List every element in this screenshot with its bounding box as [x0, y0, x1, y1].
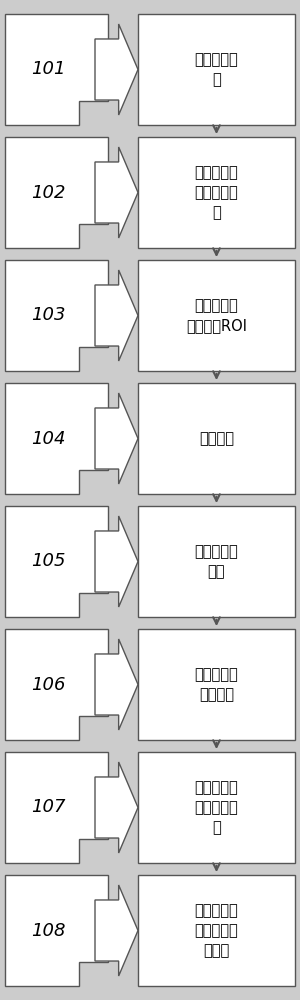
Polygon shape	[5, 629, 108, 740]
Bar	[138, 506, 295, 617]
Bar	[138, 260, 295, 371]
Text: 目标接缝边
缘的识别: 目标接缝边 缘的识别	[195, 667, 239, 702]
Text: 106: 106	[31, 676, 65, 694]
Polygon shape	[5, 137, 108, 248]
Polygon shape	[95, 516, 138, 607]
Text: 104: 104	[31, 430, 65, 448]
Text: 按标定比例
计算接缝实
际宽度: 按标定比例 计算接缝实 际宽度	[195, 903, 239, 958]
Polygon shape	[95, 270, 138, 361]
Text: 103: 103	[31, 306, 65, 324]
Bar	[138, 875, 295, 986]
Text: 108: 108	[31, 922, 65, 940]
Bar	[138, 14, 295, 125]
Polygon shape	[95, 393, 138, 484]
Text: 转化灰度图
像并选择ROI: 转化灰度图 像并选择ROI	[186, 298, 247, 333]
Bar	[138, 383, 295, 494]
Polygon shape	[5, 383, 108, 494]
Text: 101: 101	[31, 60, 65, 79]
Text: 107: 107	[31, 798, 65, 816]
Polygon shape	[5, 875, 108, 986]
Text: 102: 102	[31, 184, 65, 202]
Text: 图像平滑: 图像平滑	[199, 431, 234, 446]
Text: 最小距离法
计算接缝宽
度: 最小距离法 计算接缝宽 度	[195, 780, 239, 835]
Polygon shape	[5, 752, 108, 863]
Text: 105: 105	[31, 552, 65, 570]
Polygon shape	[5, 506, 108, 617]
Text: 图像采集并
测定拍摄距
离: 图像采集并 测定拍摄距 离	[195, 165, 239, 220]
Bar	[138, 629, 295, 740]
Polygon shape	[95, 762, 138, 853]
Text: 相机内参标
定: 相机内参标 定	[195, 52, 239, 87]
Polygon shape	[95, 639, 138, 730]
Polygon shape	[95, 885, 138, 976]
Text: 亚像素边缘
检测: 亚像素边缘 检测	[195, 544, 239, 579]
Bar	[138, 752, 295, 863]
Polygon shape	[95, 24, 138, 115]
Bar	[138, 137, 295, 248]
Polygon shape	[5, 260, 108, 371]
Polygon shape	[5, 14, 108, 125]
Polygon shape	[95, 147, 138, 238]
